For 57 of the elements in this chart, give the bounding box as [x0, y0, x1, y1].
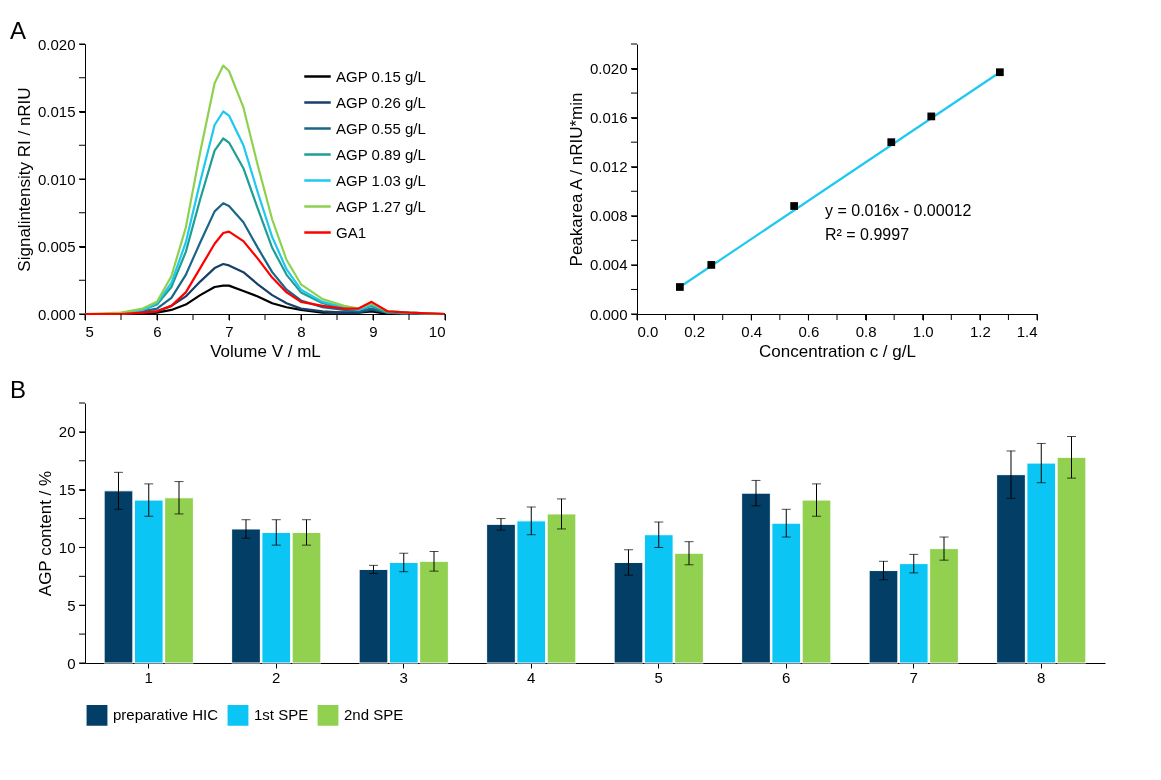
x-tick-label: 1.2: [969, 322, 991, 340]
y-tick-label: 0.020: [37, 35, 76, 53]
x-tick-label: 5: [654, 668, 663, 686]
y-axis-title: AGP content / %: [35, 470, 55, 597]
y-tick-label: 0.008: [589, 207, 628, 225]
legend-label: GA1: [336, 223, 367, 241]
x-tick-label: 9: [369, 322, 378, 340]
y-tick-label: 15: [58, 481, 76, 499]
y-tick-label: 0: [67, 654, 76, 672]
legend-label: AGP 0.15 g/L: [336, 67, 426, 85]
y-tick-label: 20: [58, 423, 76, 441]
legend-label: AGP 1.03 g/L: [336, 171, 426, 189]
x-tick-label: 0.0: [637, 322, 659, 340]
y-tick-label: 0.000: [589, 305, 628, 323]
y-tick-label: 0.020: [589, 60, 628, 78]
x-tick-label: 5: [85, 322, 94, 340]
legend-label: preparative HIC: [113, 706, 219, 724]
x-tick-label: 0.2: [684, 322, 706, 340]
y-tick-label: 0.000: [37, 305, 76, 323]
text: A: [10, 17, 27, 44]
y-tick-label: 0.010: [37, 170, 76, 188]
x-tick-label: 7: [909, 668, 918, 686]
x-tick-label: 3: [399, 668, 408, 686]
x-tick-label: 6: [782, 668, 791, 686]
x-tick-label: 6: [153, 322, 162, 340]
x-tick-label: 7: [225, 322, 234, 340]
y-tick-label: 0.012: [589, 158, 628, 176]
x-tick-label: 8: [1037, 668, 1046, 686]
text: B: [10, 376, 27, 403]
y-tick-label: 0.005: [37, 238, 76, 255]
legend-label: AGP 0.89 g/L: [336, 145, 426, 163]
y-axis-title: Peakarea A / nRIU*min: [566, 92, 586, 267]
y-tick-label: 5: [67, 596, 76, 614]
legend-label: 1st SPE: [254, 706, 309, 724]
y-tick-label: 10: [58, 538, 76, 556]
x-tick-label: 0.6: [798, 322, 820, 340]
y-tick-label: 0.004: [589, 256, 628, 274]
y-axis-title: Signalintensity RI / nRIU: [14, 87, 34, 272]
legend-label: 2nd SPE: [344, 706, 404, 724]
x-tick-label: 1: [144, 668, 153, 686]
annotation: y = 0.016x - 0.00012: [825, 202, 972, 220]
y-tick-label: 0.016: [589, 109, 628, 127]
x-axis-title: Concentration c / g/L: [759, 341, 916, 361]
legend-label: AGP 0.55 g/L: [336, 119, 426, 137]
y-tick-label: 0.015: [37, 103, 76, 120]
legend-label: AGP 0.26 g/L: [336, 93, 426, 111]
x-tick-label: 10: [428, 322, 446, 340]
x-axis-title: Volume V / mL: [210, 341, 321, 361]
x-tick-label: 0.4: [741, 322, 763, 340]
annotation: R² = 0.9997: [825, 226, 910, 244]
x-tick-label: 1.0: [912, 322, 934, 340]
x-tick-label: 4: [527, 668, 536, 686]
legend-label: AGP 1.27 g/L: [336, 197, 426, 215]
x-tick-label: 0.8: [855, 322, 877, 340]
x-tick-label: 8: [297, 322, 306, 340]
x-tick-label: 1.4: [1016, 322, 1038, 340]
x-tick-label: 2: [272, 668, 281, 686]
